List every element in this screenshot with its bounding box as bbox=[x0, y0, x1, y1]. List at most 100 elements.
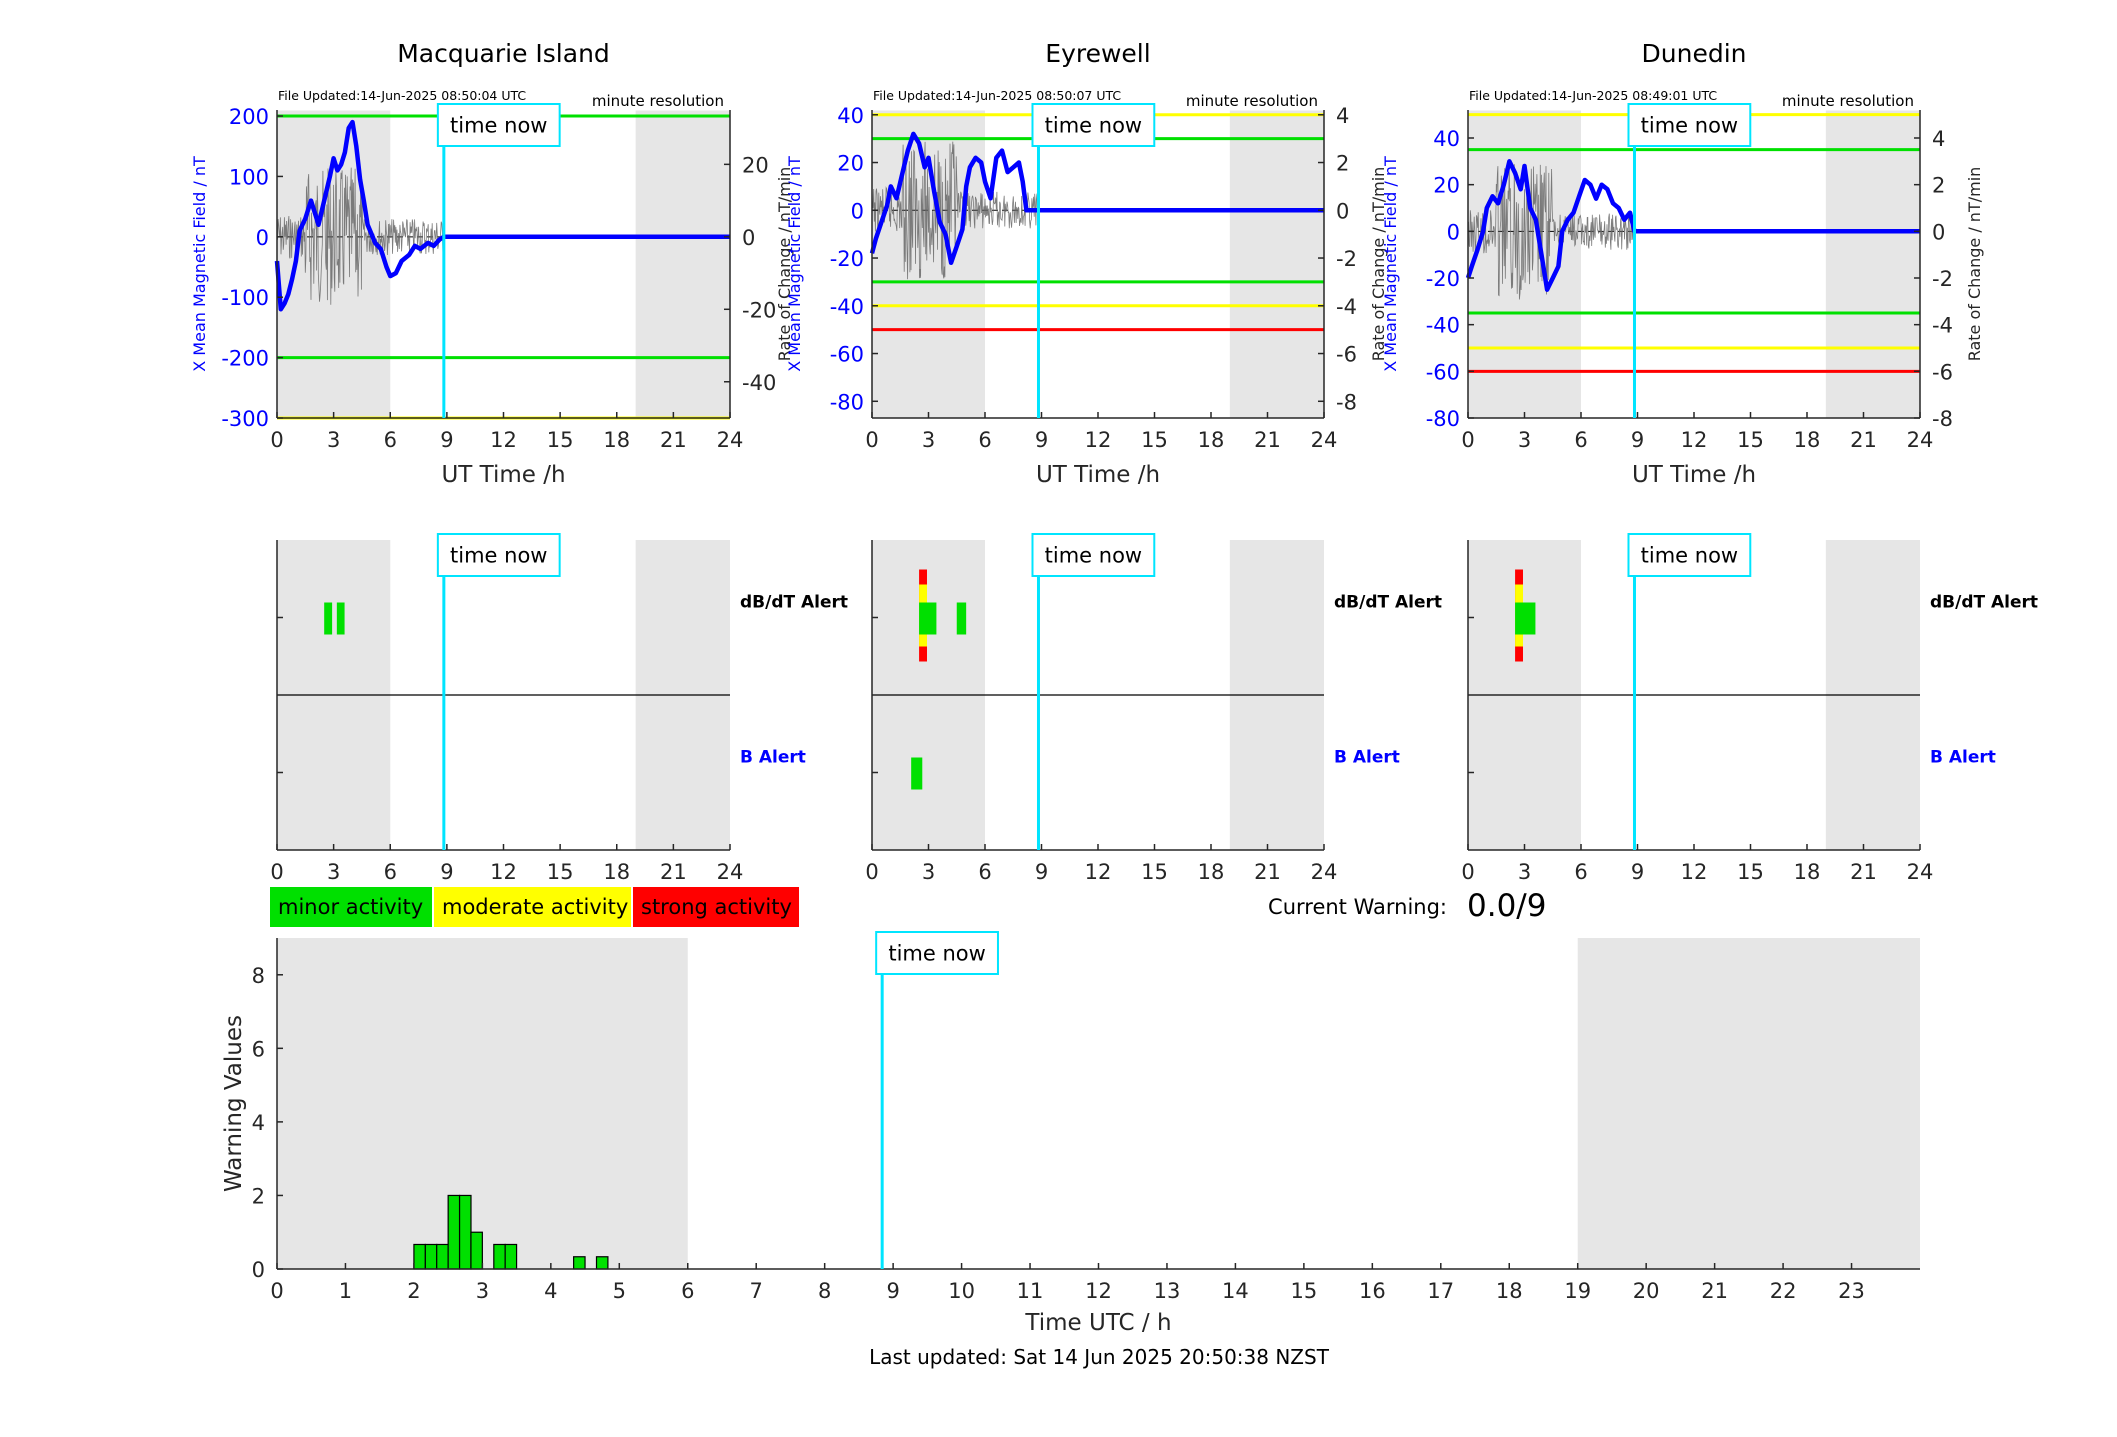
warning-bar bbox=[436, 1243, 449, 1270]
legend-swatch bbox=[633, 887, 799, 927]
night-shading bbox=[277, 938, 688, 1269]
x-tick-label: 18 bbox=[1198, 428, 1225, 452]
x-tick-label: 12 bbox=[1681, 428, 1708, 452]
x-tick-label: 9 bbox=[440, 428, 453, 452]
row-label: dB/dT Alert bbox=[1930, 593, 2038, 613]
x-tick-label: 10 bbox=[948, 1279, 975, 1303]
x-axis-label: UT Time /h bbox=[1632, 462, 1756, 488]
y-tick-label-left: -80 bbox=[1426, 407, 1460, 431]
x-tick-label: 3 bbox=[922, 428, 935, 452]
y-tick-label-right: 2 bbox=[1932, 174, 1945, 198]
x-tick-label: 12 bbox=[1085, 428, 1112, 452]
night-shading bbox=[1825, 110, 1920, 418]
x-tick-label: 3 bbox=[1518, 428, 1531, 452]
x-tick-label: 21 bbox=[660, 860, 687, 884]
chart-title: Dunedin bbox=[1642, 39, 1747, 68]
y-tick-label-left: -80 bbox=[830, 390, 864, 414]
time-now-label: time now bbox=[450, 114, 547, 138]
row-label: B Alert bbox=[1930, 748, 1996, 768]
x-tick-label: 12 bbox=[1085, 860, 1112, 884]
x-tick-label: 18 bbox=[603, 860, 630, 884]
y-tick-label: 6 bbox=[252, 1037, 265, 1061]
y-tick-label-left: -20 bbox=[830, 247, 864, 271]
y-tick-label-right: -6 bbox=[1336, 343, 1357, 367]
field-series-line bbox=[274, 119, 730, 312]
y-tick-label-right: 0 bbox=[1336, 199, 1349, 223]
y-tick-label-left: -40 bbox=[830, 295, 864, 319]
y-tick-label-right: 0 bbox=[1932, 220, 1945, 244]
y-tick-label-left: 0 bbox=[256, 226, 269, 250]
warning-bar bbox=[504, 1243, 518, 1270]
x-tick-label: 13 bbox=[1154, 1279, 1181, 1303]
x-tick-label: 0 bbox=[270, 1279, 283, 1303]
x-tick-label: 0 bbox=[1461, 428, 1474, 452]
x-tick-label: 18 bbox=[1794, 860, 1821, 884]
alert-chart: dB/dT Alert B Alert 0 3 6 9 12 15 18 21 24 time now bbox=[270, 533, 848, 884]
activity-legend: minor activity moderate activity strong ac… bbox=[270, 887, 799, 927]
x-tick-label: 15 bbox=[1141, 860, 1168, 884]
y-tick-label-right: -4 bbox=[1932, 314, 1953, 338]
legend-swatch bbox=[270, 887, 432, 927]
y-tick-label-left: 200 bbox=[229, 105, 269, 129]
last-updated: Last updated: Sat 14 Jun 2025 20:50:38 N… bbox=[869, 1345, 1330, 1369]
x-tick-label: 8 bbox=[818, 1279, 831, 1303]
x-tick-label: 1 bbox=[339, 1279, 352, 1303]
night-shading bbox=[1229, 110, 1324, 418]
x-tick-label: 15 bbox=[1737, 428, 1764, 452]
x-tick-label: 24 bbox=[1907, 860, 1934, 884]
x-tick-label: 9 bbox=[886, 1279, 899, 1303]
alert-bar-minor bbox=[1522, 602, 1536, 635]
field-series-line bbox=[1465, 159, 1920, 292]
time-now-box bbox=[875, 931, 999, 975]
row-label: B Alert bbox=[740, 748, 806, 768]
x-tick-label: 18 bbox=[1496, 1279, 1523, 1303]
alert-bar-minor bbox=[911, 757, 923, 790]
resolution-label: minute resolution bbox=[1782, 92, 1914, 110]
x-tick-label: 9 bbox=[1035, 860, 1048, 884]
x-axis-label: UT Time /h bbox=[441, 462, 565, 488]
legend-label: strong activity bbox=[641, 895, 792, 919]
y-axis-label-right: Rate of Change / nT/min bbox=[1965, 167, 1984, 362]
y-tick-label-left: -60 bbox=[1426, 360, 1460, 384]
x-tick-label: 9 bbox=[1035, 428, 1048, 452]
x-tick-label: 6 bbox=[384, 428, 397, 452]
x-tick-label: 21 bbox=[660, 428, 687, 452]
y-tick-label-right: 20 bbox=[742, 153, 769, 177]
time-now-box bbox=[436, 103, 561, 147]
x-tick-label: 12 bbox=[490, 428, 517, 452]
time-now-box bbox=[1627, 533, 1752, 577]
x-tick-label: 19 bbox=[1564, 1279, 1591, 1303]
x-tick-label: 21 bbox=[1701, 1279, 1728, 1303]
x-tick-label: 24 bbox=[1311, 860, 1338, 884]
x-tick-label: 5 bbox=[613, 1279, 626, 1303]
x-tick-label: 24 bbox=[1907, 428, 1934, 452]
warning-bar bbox=[458, 1194, 472, 1270]
y-tick-label-right: -40 bbox=[742, 371, 776, 395]
x-tick-label: 15 bbox=[1141, 428, 1168, 452]
current-warning-label: Current Warning: bbox=[1268, 895, 1447, 919]
y-tick-label-left: 40 bbox=[1433, 127, 1460, 151]
x-tick-label: 11 bbox=[1017, 1279, 1044, 1303]
time-now-label: time now bbox=[1045, 544, 1142, 568]
alert-bar-minor bbox=[926, 602, 937, 635]
warning-bar bbox=[447, 1194, 461, 1270]
x-tick-label: 20 bbox=[1633, 1279, 1660, 1303]
time-now-label: time now bbox=[450, 544, 547, 568]
time-now-box bbox=[1031, 533, 1156, 577]
y-tick-label-left: -60 bbox=[830, 343, 864, 367]
time-now-label: time now bbox=[1045, 114, 1142, 138]
x-tick-label: 15 bbox=[547, 428, 574, 452]
alert-bar-minor bbox=[336, 602, 345, 635]
current-warning: Current Warning: 0.0/9 bbox=[1268, 888, 1546, 924]
x-tick-label: 4 bbox=[544, 1279, 557, 1303]
x-tick-label: 0 bbox=[1461, 860, 1474, 884]
x-tick-label: 3 bbox=[476, 1279, 489, 1303]
x-tick-label: 6 bbox=[1574, 428, 1587, 452]
x-tick-label: 18 bbox=[603, 428, 630, 452]
chart-title: Macquarie Island bbox=[397, 39, 610, 68]
alert-bar-minor bbox=[1515, 602, 1523, 635]
magnetic-field-chart: Macquarie Island-300-200-1000100200-40-2… bbox=[190, 39, 794, 488]
night-shading bbox=[1577, 938, 1920, 1269]
warning-bar bbox=[493, 1243, 506, 1270]
